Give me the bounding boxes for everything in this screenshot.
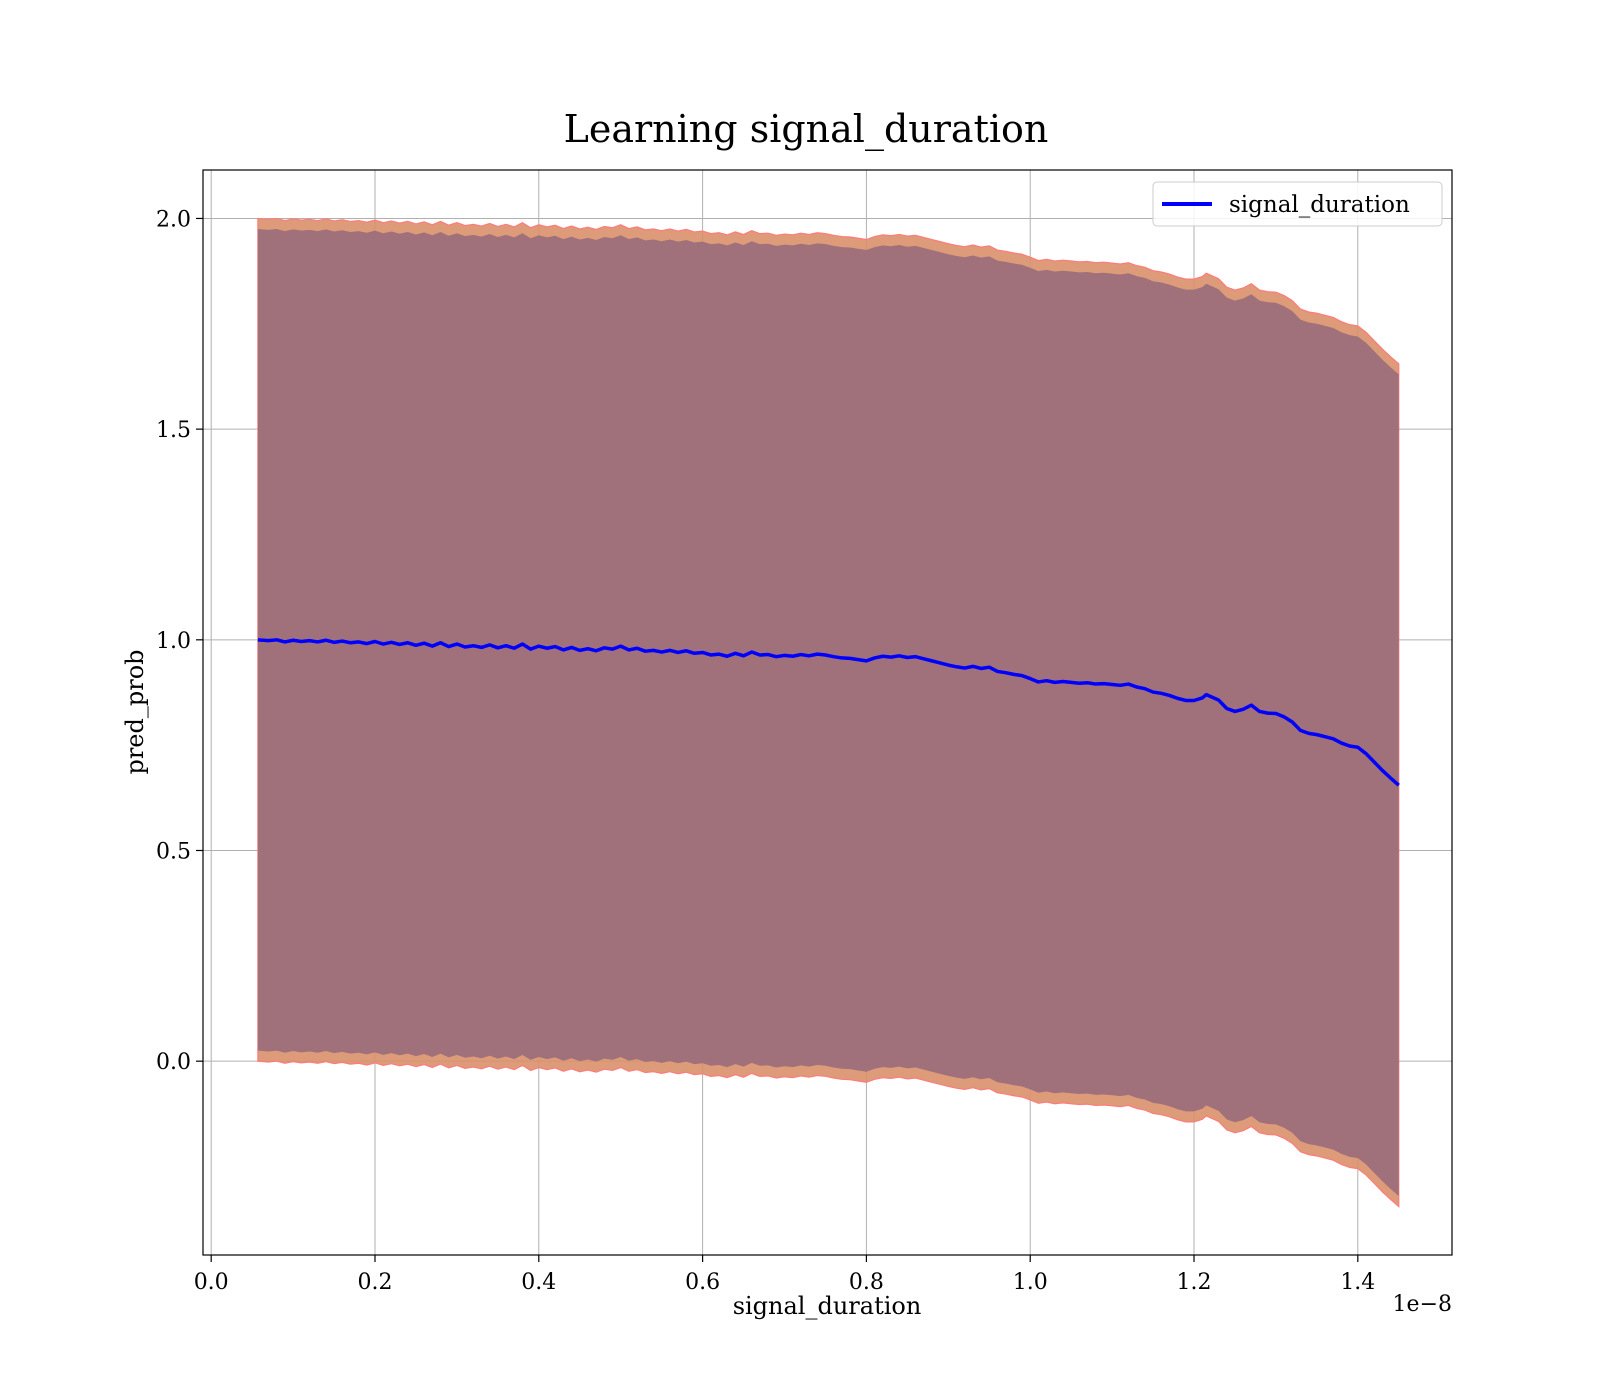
x-offset-text: 1e−8 [1393,1292,1452,1317]
plot-frame [202,169,1453,1256]
x-tick-label: 1.0 [1013,1270,1048,1295]
x-tick-label: 0.8 [849,1270,884,1295]
chart-title: Learning signal_duration [564,107,1049,152]
legend-label: signal_duration [1229,192,1410,218]
y-tick-label: 0.5 [156,839,191,864]
x-tick-label: 1.2 [1177,1270,1212,1295]
x-tick-label: 1.4 [1340,1270,1375,1295]
x-tick-label: 0.2 [357,1270,392,1295]
y-ticks: 0.0 0.5 1.0 1.5 2.0 [156,207,203,1075]
confidence-band [257,217,1400,1208]
series-lines [257,638,1400,787]
y-tick-label: 2.0 [156,207,191,232]
x-tick-label: 0.0 [194,1270,229,1295]
x-axis-label: signal_duration [733,1292,922,1320]
x-tick-label: 0.4 [521,1270,556,1295]
band-inner [257,228,1399,1197]
legend-box [1152,181,1443,227]
x-ticks: 0.0 0.2 0.4 0.6 0.8 1.0 1.2 1.4 [194,1255,1375,1295]
y-tick-label: 1.0 [156,629,191,654]
y-tick-label: 0.0 [156,1050,191,1075]
y-axis-label: pred_prob [121,649,149,774]
y-tick-label: 1.5 [156,418,191,443]
series-line-signal_duration [257,638,1400,787]
legend: signal_duration [1152,181,1443,227]
x-tick-label: 0.6 [685,1270,720,1295]
